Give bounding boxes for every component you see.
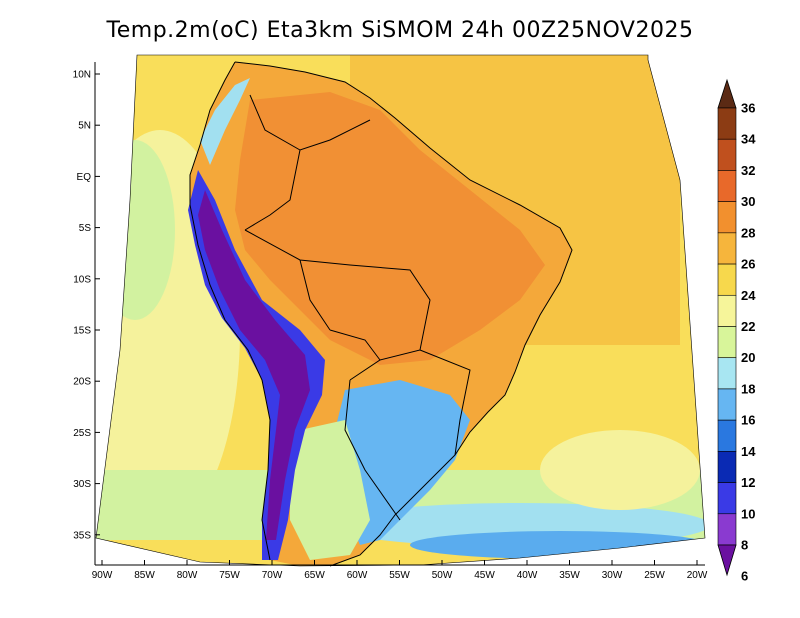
east-atlantic-pale (540, 430, 700, 510)
colorbar-segment (717, 263, 737, 296)
colorbar-label: 34 (741, 132, 756, 147)
lon-tick-label: 25W (644, 570, 665, 581)
longitude-axis: 90W 85W 80W 75W 70W 65W 60W 55W 50W 45W 40W 35W 30W 2… (92, 560, 708, 581)
coastline (189, 61, 573, 567)
colorbar-segment (717, 138, 737, 171)
colorbar-segment (717, 482, 737, 515)
colorbar-label: 6 (741, 569, 748, 584)
colorbar-segment (717, 170, 737, 202)
colorbar-label: 24 (741, 288, 756, 303)
colorbar-label: 22 (741, 319, 755, 334)
lon-tick-label: 75W (219, 570, 240, 581)
andes-cold-band (198, 190, 310, 540)
lat-tick-label: 5S (79, 223, 92, 234)
colorbar-segment (717, 451, 737, 483)
colorbar-label: 16 (741, 413, 755, 428)
lon-tick-label: 40W (517, 570, 538, 581)
lon-tick-label: 55W (389, 570, 410, 581)
lat-tick-label: 20S (73, 377, 91, 388)
lon-tick-label: 90W (92, 570, 113, 581)
colorbar: 36 34 32 30 28 26 24 22 20 18 16 14 12 10 8 6 (717, 78, 756, 584)
colorbar-label: 8 (741, 538, 748, 553)
colorbar-label: 36 (741, 101, 755, 116)
lat-tick-label: 15S (73, 326, 91, 337)
colorbar-label: 18 (741, 381, 755, 396)
colorbar-segment (717, 326, 737, 359)
colorbar-segment (717, 357, 737, 390)
colorbar-segment (717, 201, 737, 234)
colorbar-segment (717, 232, 737, 265)
lat-tick-label: 25S (73, 428, 91, 439)
colorbar-label: 30 (741, 194, 755, 209)
southern-pale-area (290, 420, 370, 560)
lat-tick-label: EQ (77, 172, 92, 183)
colorbar-label: 26 (741, 257, 755, 272)
lon-tick-label: 65W (304, 570, 325, 581)
lon-tick-label: 85W (134, 570, 155, 581)
lon-tick-label: 50W (432, 570, 453, 581)
boundaries (189, 61, 573, 567)
lat-tick-label: 10S (73, 274, 91, 285)
chart-title: Temp.2m(oC) Eta3km SiSMOM 24h 00Z25NOV20… (106, 18, 694, 43)
colorbar-label: 10 (741, 506, 755, 521)
pacific-cool-area (96, 140, 175, 320)
southern-cool-area (335, 380, 470, 545)
colorbar-segment (717, 419, 737, 452)
andes-north-band (200, 78, 250, 165)
lat-tick-label: 10N (73, 70, 91, 81)
south-atlantic-cold (410, 531, 705, 559)
colorbar-segment (717, 107, 737, 140)
latitude-axis: 10N 5N EQ 5S 10S 15S 20S 25S 30S 35S (73, 70, 100, 541)
colorbar-segment (717, 294, 737, 327)
lon-tick-label: 70W (262, 570, 283, 581)
lat-tick-label: 30S (73, 479, 91, 490)
colorbar-label: 32 (741, 163, 755, 178)
lon-tick-label: 35W (559, 570, 580, 581)
colorbar-label: 20 (741, 350, 755, 365)
colorbar-segment (717, 513, 737, 546)
lon-tick-label: 60W (347, 570, 368, 581)
lat-tick-label: 35S (73, 530, 91, 541)
amazon-hot-area (235, 92, 545, 365)
model-domain (96, 55, 705, 566)
domain-outline (95, 54, 706, 567)
colorbar-segment (717, 388, 737, 421)
lat-tick-label: 5N (78, 121, 91, 132)
colorbar-top-arrow (717, 78, 737, 109)
lon-tick-label: 20W (687, 570, 708, 581)
lon-tick-label: 45W (474, 570, 495, 581)
country-borders (244, 94, 471, 521)
colorbar-label: 12 (741, 475, 755, 490)
lon-tick-label: 80W (177, 570, 198, 581)
lon-tick-label: 30W (602, 570, 623, 581)
colorbar-label: 28 (741, 225, 755, 240)
colorbar-label: 14 (741, 444, 756, 459)
colorbar-bottom-arrow (717, 544, 737, 577)
